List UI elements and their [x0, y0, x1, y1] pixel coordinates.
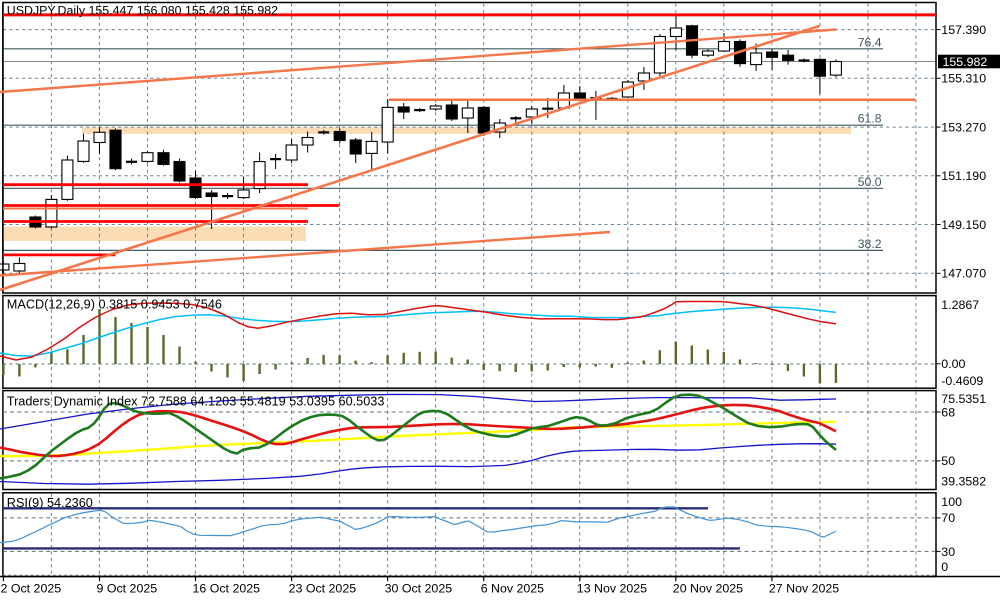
svg-text:20 Nov 2025: 20 Nov 2025 — [673, 581, 743, 595]
svg-text:50.0: 50.0 — [858, 175, 882, 189]
svg-text:39.3582: 39.3582 — [941, 475, 986, 489]
svg-text:-0.4609: -0.4609 — [941, 374, 983, 388]
svg-text:RSI(9) 54.2360: RSI(9) 54.2360 — [7, 496, 93, 510]
svg-text:68: 68 — [941, 405, 955, 419]
svg-text:100: 100 — [941, 495, 962, 509]
svg-text:USDJPY,Daily 155.447 156.080 1: USDJPY,Daily 155.447 156.080 155.428 155… — [7, 3, 278, 17]
svg-text:30 Oct 2025: 30 Oct 2025 — [385, 581, 453, 595]
svg-text:153.270: 153.270 — [941, 120, 986, 134]
svg-text:9 Oct 2025: 9 Oct 2025 — [97, 581, 158, 595]
svg-text:13 Nov 2025: 13 Nov 2025 — [577, 581, 647, 595]
svg-text:147.070: 147.070 — [941, 267, 986, 281]
svg-text:30: 30 — [941, 545, 955, 559]
svg-text:70: 70 — [941, 511, 955, 525]
svg-text:23 Oct 2025: 23 Oct 2025 — [289, 581, 357, 595]
svg-text:61.8: 61.8 — [858, 112, 882, 126]
svg-text:76.4: 76.4 — [858, 35, 882, 49]
svg-text:1.2867: 1.2867 — [941, 298, 979, 312]
svg-text:0: 0 — [941, 560, 948, 574]
svg-text:149.150: 149.150 — [941, 218, 986, 232]
svg-text:155.310: 155.310 — [941, 72, 986, 86]
svg-text:75.5351: 75.5351 — [941, 392, 986, 406]
svg-text:6 Nov 2025: 6 Nov 2025 — [481, 581, 544, 595]
svg-text:157.390: 157.390 — [941, 23, 986, 37]
svg-text:2 Oct 2025: 2 Oct 2025 — [1, 581, 62, 595]
svg-text:151.190: 151.190 — [941, 169, 986, 183]
svg-text:Traders Dynamic Index 72.7588: Traders Dynamic Index 72.7588 64.1203 55… — [7, 394, 385, 408]
svg-text:38.2: 38.2 — [858, 237, 882, 251]
svg-text:16 Oct 2025: 16 Oct 2025 — [193, 581, 261, 595]
svg-text:0.00: 0.00 — [941, 357, 965, 371]
svg-text:27 Nov 2025: 27 Nov 2025 — [769, 581, 839, 595]
svg-text:MACD(12,26,9) 0.3815 0.9453 0.: MACD(12,26,9) 0.3815 0.9453 0.7546 — [7, 298, 222, 312]
svg-text:155.982: 155.982 — [943, 55, 988, 69]
svg-text:50: 50 — [941, 454, 955, 468]
